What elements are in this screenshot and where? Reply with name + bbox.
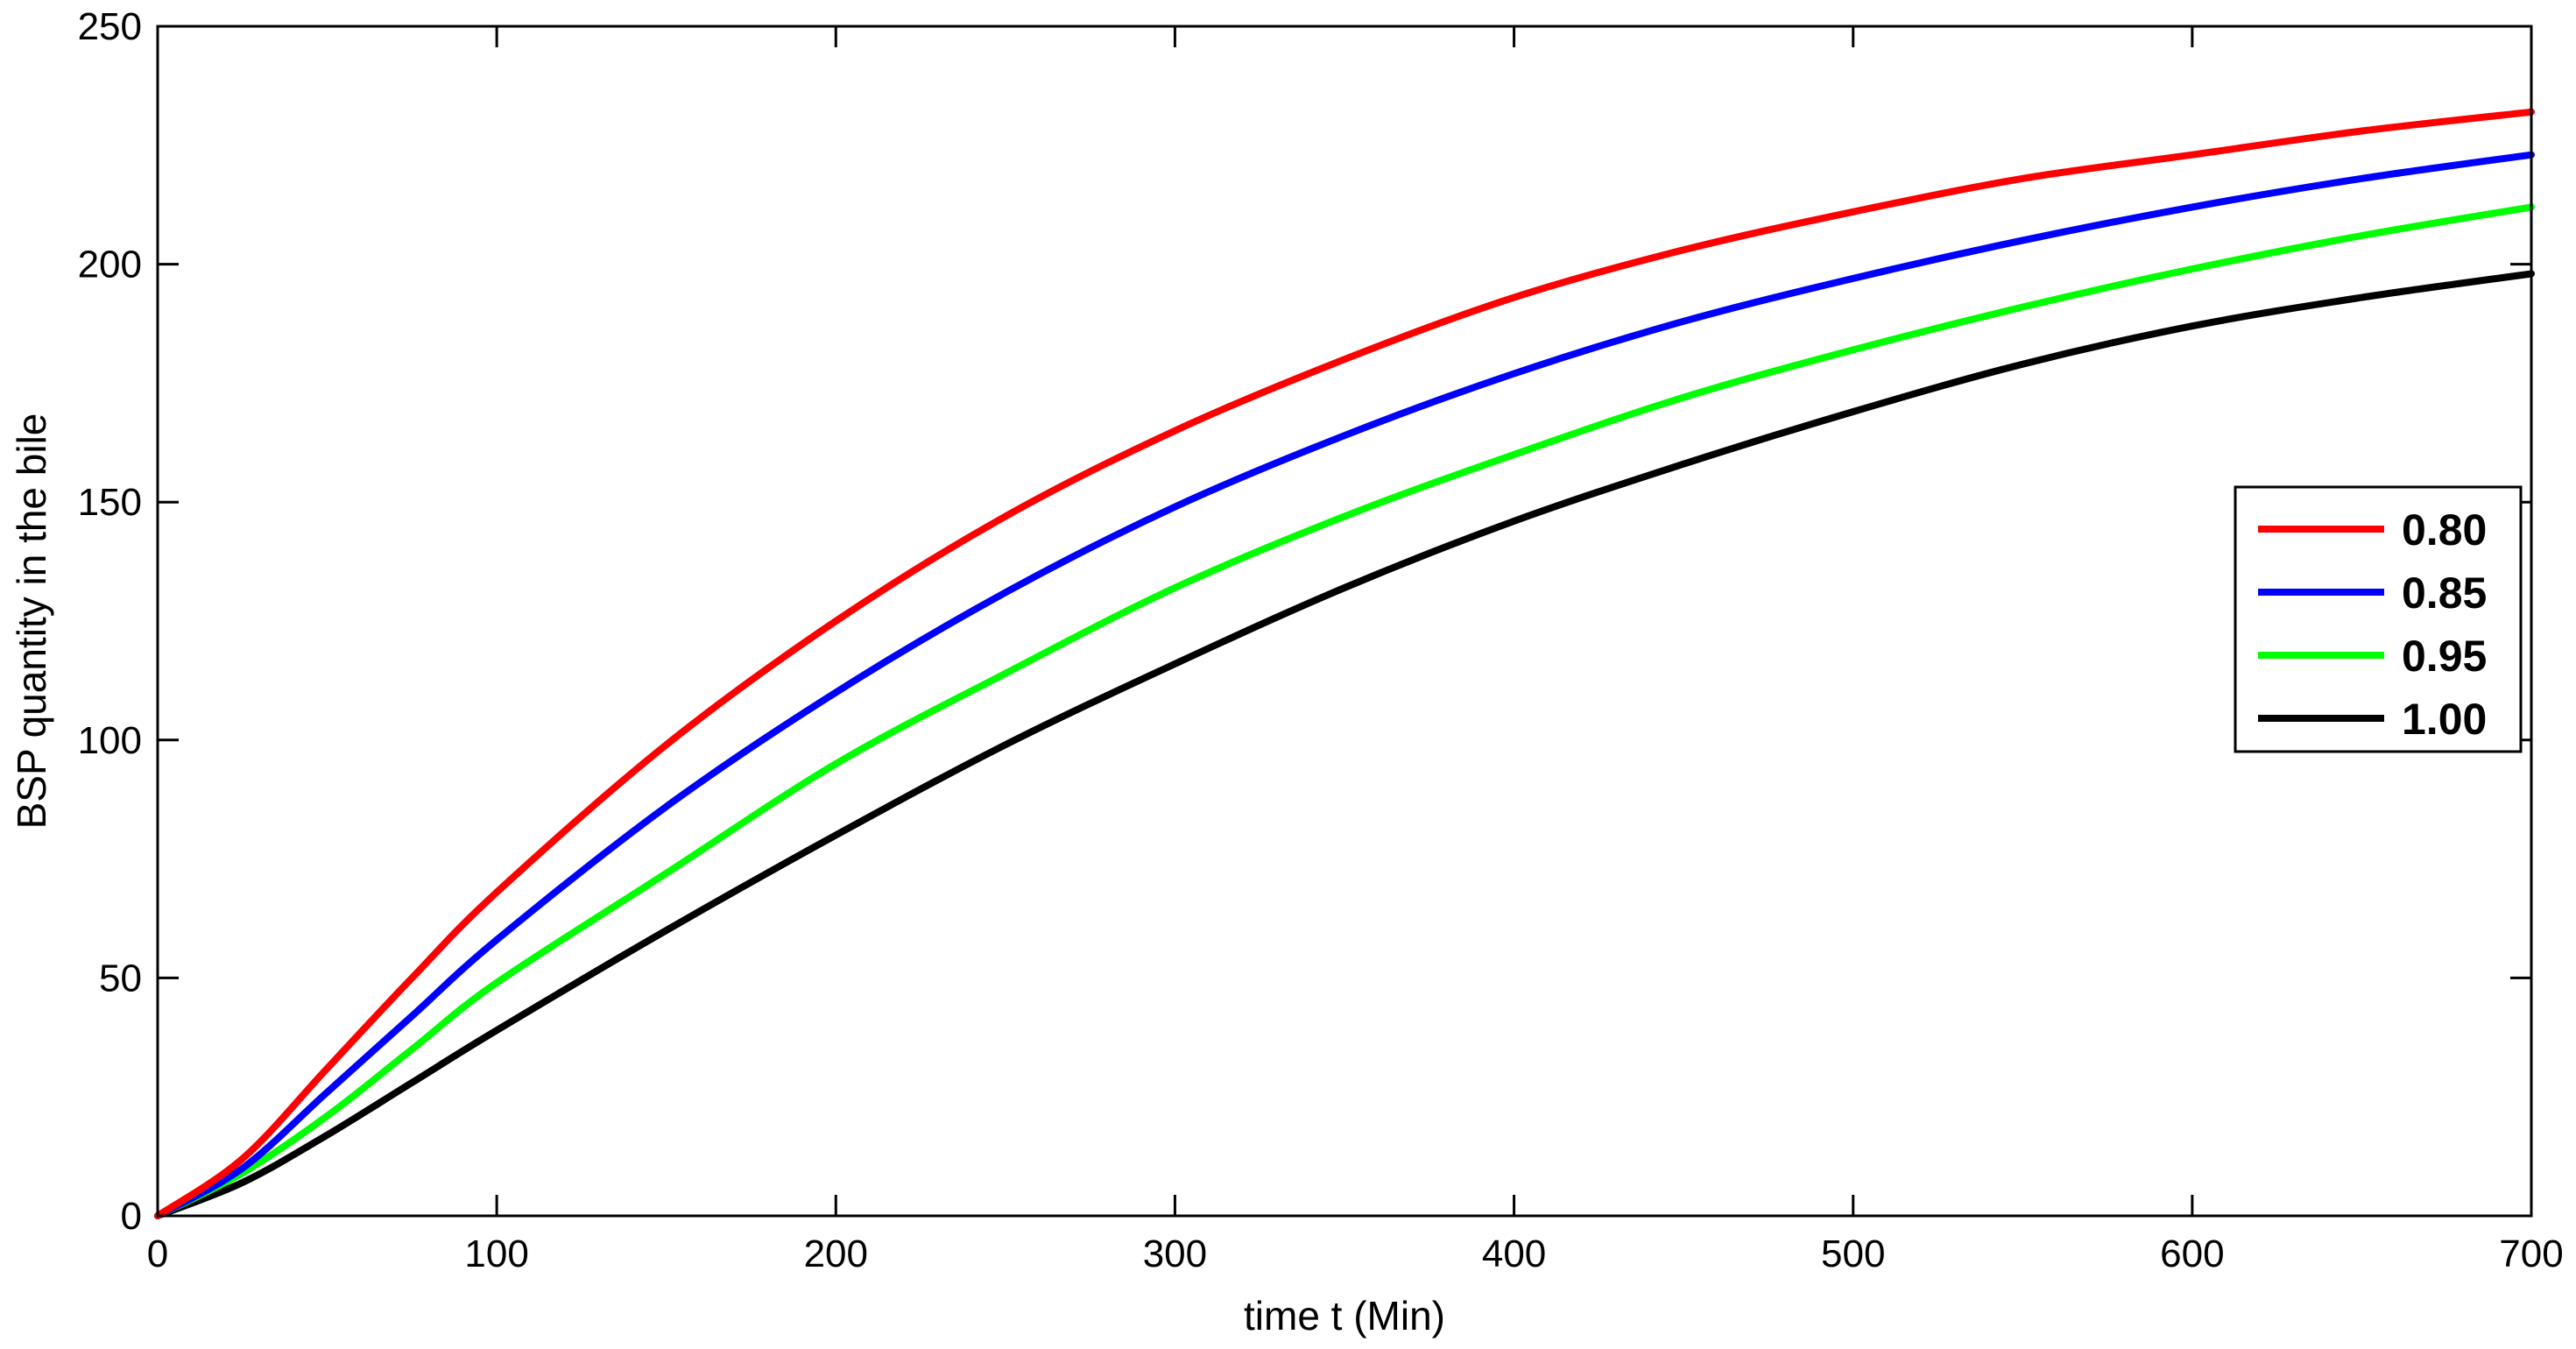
- x-tick-label: 500: [1821, 1232, 1885, 1275]
- x-axis-title: time t (Min): [1244, 1293, 1445, 1338]
- series-line-0-80: [154, 108, 2535, 1219]
- y-tick-label: 150: [78, 481, 142, 524]
- x-tick-label: 0: [147, 1232, 168, 1275]
- plot-frame: [156, 25, 2533, 1218]
- x-tick-label: 200: [804, 1232, 868, 1275]
- legend-label: 1.00: [2402, 695, 2487, 744]
- y-tick-label: 0: [121, 1195, 142, 1238]
- legend-label: 0.85: [2402, 569, 2487, 618]
- x-tick-label: 400: [1482, 1232, 1546, 1275]
- y-tick-label: 250: [78, 5, 142, 48]
- ticks-layer: 0 100 200 300 400 500 600 700 0 50 100 150 200 250: [78, 5, 2564, 1275]
- y-tick-label: 50: [99, 957, 142, 999]
- y-tick-label: 100: [78, 719, 142, 762]
- legend: 0.80 0.85 0.95 1.00: [2234, 485, 2523, 753]
- series-line-1-00: [154, 270, 2535, 1219]
- x-tick-label: 700: [2499, 1232, 2563, 1275]
- series-line-0-85: [154, 151, 2535, 1219]
- x-tick-label: 100: [464, 1232, 528, 1275]
- legend-label: 0.80: [2402, 505, 2487, 554]
- x-tick-label: 300: [1143, 1232, 1207, 1275]
- y-axis-title: BSP quantity in the bile: [9, 413, 54, 830]
- legend-label: 0.95: [2402, 632, 2487, 681]
- series-line-0-95: [154, 203, 2535, 1219]
- y-tick-label: 200: [78, 244, 142, 286]
- x-tick-label: 600: [2160, 1232, 2224, 1275]
- series-layer: [154, 108, 2535, 1219]
